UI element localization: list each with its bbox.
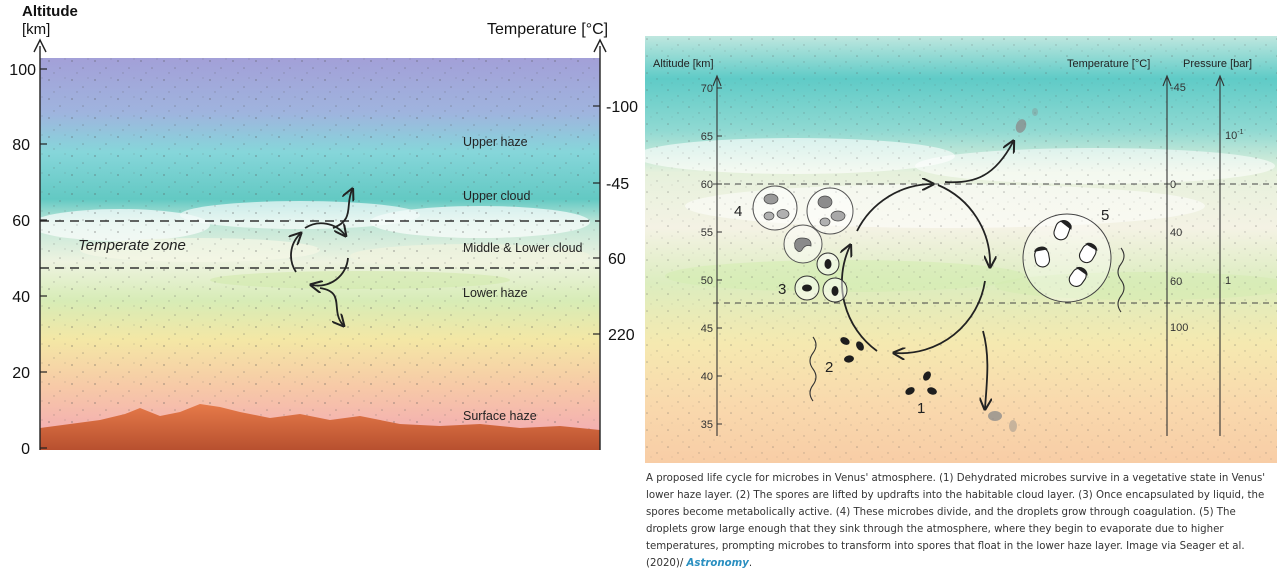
- svg-text:70: 70: [701, 83, 713, 95]
- updraft-squiggle: [809, 336, 817, 402]
- layer-middle-lower-cloud: Middle & Lower cloud: [463, 241, 583, 255]
- svg-text:65: 65: [701, 131, 713, 143]
- temperature-axis-label: Temperature [°C]: [1067, 58, 1150, 70]
- svg-text:10-1: 10-1: [1225, 129, 1244, 142]
- svg-text:60: 60: [1170, 276, 1182, 288]
- svg-text:2: 2: [825, 359, 833, 376]
- svg-text:-45: -45: [606, 176, 629, 193]
- svg-text:1: 1: [917, 400, 925, 417]
- svg-text:100: 100: [9, 62, 36, 79]
- svg-text:60: 60: [701, 179, 713, 191]
- escaping-spores: [988, 108, 1038, 432]
- layer-surface-haze: Surface haze: [463, 409, 537, 423]
- svg-text:20: 20: [12, 365, 30, 382]
- svg-text:1: 1: [1225, 275, 1231, 287]
- altitude-axis-arrow: [33, 38, 47, 53]
- altitude-tick-labels: 70 65 60 55 50 45 40 35: [701, 83, 713, 431]
- svg-text:-45: -45: [1170, 82, 1186, 94]
- sinking-squiggle: [1117, 247, 1125, 313]
- venus-atmosphere-diagram: Altitude [km] Temperature [°C] 0 20 40 6…: [9, 3, 638, 458]
- dividing-microbes: [752, 185, 854, 264]
- microbe-life-cycle-diagram: Altitude [km] Temperature [°C] Pressure …: [645, 36, 1277, 463]
- svg-text:60: 60: [608, 251, 626, 268]
- svg-text:45: 45: [701, 323, 713, 335]
- particle-texture: [645, 36, 1277, 463]
- circulation-arrows: [291, 190, 352, 325]
- temperate-zone-label: Temperate zone: [78, 237, 186, 254]
- temperature-tick-labels: -100 -45 60 220: [606, 99, 638, 344]
- altitude-tick-marks: [40, 68, 47, 449]
- svg-text:0: 0: [1170, 179, 1176, 191]
- temperature-tick-labels: -45 0 40 60 100: [1170, 82, 1188, 334]
- altitude-unit: [km]: [22, 21, 50, 38]
- layer-upper-cloud: Upper cloud: [463, 189, 530, 203]
- dehydrated-spores: [905, 371, 937, 395]
- large-droplet: [1022, 213, 1112, 303]
- altitude-axis-label: Altitude [km]: [653, 58, 714, 70]
- altitude-tick-labels: 0 20 40 60 80 100: [9, 62, 36, 458]
- temperature-axis-label: Temperature [°C]: [487, 21, 608, 38]
- life-cycle-loop: [842, 142, 1013, 408]
- layer-upper-haze: Upper haze: [463, 135, 528, 149]
- stage-labels: 1 2 3 4 5: [734, 203, 1109, 417]
- altitude-axis-arrow: [712, 74, 722, 87]
- temperature-axis-arrow: [593, 38, 607, 53]
- svg-text:35: 35: [701, 419, 713, 431]
- svg-text:40: 40: [12, 289, 30, 306]
- svg-text:60: 60: [12, 213, 30, 230]
- layer-lower-haze: Lower haze: [463, 286, 528, 300]
- surface-terrain: [40, 404, 600, 450]
- svg-text:80: 80: [12, 137, 30, 154]
- svg-text:-100: -100: [606, 99, 638, 116]
- svg-text:4: 4: [734, 203, 742, 220]
- pressure-axis-label: Pressure [bar]: [1183, 58, 1252, 70]
- caption-end: .: [748, 558, 753, 569]
- pressure-tick-labels: 10-1 1: [1225, 129, 1244, 287]
- svg-text:55: 55: [701, 227, 713, 239]
- chart-title: Altitude: [22, 3, 78, 20]
- svg-text:0: 0: [21, 441, 30, 458]
- pressure-axis-arrow: [1215, 74, 1225, 87]
- svg-text:100: 100: [1170, 322, 1188, 334]
- caption-credit-link[interactable]: Astronomy: [686, 558, 749, 569]
- svg-text:40: 40: [701, 371, 713, 383]
- svg-text:40: 40: [1170, 227, 1182, 239]
- svg-text:5: 5: [1101, 207, 1109, 224]
- temperature-tick-marks: [593, 105, 600, 335]
- altitude-tick-marks: [717, 87, 722, 425]
- caption-text: A proposed life cycle for microbes in Ve…: [646, 473, 1266, 569]
- encapsulated-spores: [794, 252, 848, 303]
- particle-texture: [40, 58, 600, 450]
- rising-spores: [840, 337, 864, 363]
- svg-text:50: 50: [701, 275, 713, 287]
- svg-text:220: 220: [608, 327, 635, 344]
- temperature-axis-arrow: [1162, 74, 1172, 87]
- svg-text:3: 3: [778, 281, 786, 298]
